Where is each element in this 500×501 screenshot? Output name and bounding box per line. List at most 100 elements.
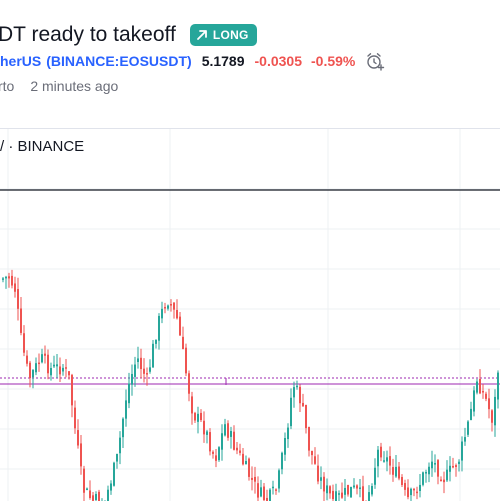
candle-body: [497, 373, 499, 400]
candle-body: [452, 466, 454, 468]
symbol-row: herUS (BINANCE:EOSUSDT) 5.1789 -0.0305 -…: [0, 51, 385, 71]
candle-body: [308, 427, 310, 451]
candle-body: [122, 419, 124, 438]
candle-body: [434, 463, 436, 465]
candle-body: [347, 485, 349, 494]
candle-body: [278, 470, 280, 488]
candle-body: [218, 447, 220, 460]
candle-body: [353, 485, 355, 487]
candle-body: [206, 431, 208, 434]
candle-body: [29, 363, 31, 378]
candle-body: [140, 358, 142, 369]
author-name-link[interactable]: rto: [0, 78, 14, 94]
candle-body: [149, 367, 151, 371]
candle-body: [398, 467, 400, 479]
symbol-change: -0.0305: [255, 53, 302, 69]
candle-body: [272, 487, 274, 489]
candle-body: [152, 344, 154, 368]
candle-body: [5, 277, 7, 279]
candle-body: [167, 306, 169, 309]
candle-body: [461, 442, 463, 461]
candle-body: [233, 432, 235, 450]
candle-body: [215, 455, 217, 460]
candle-body: [275, 489, 277, 491]
candle-body: [425, 472, 427, 474]
candle-body: [137, 358, 139, 362]
candle-body: [458, 462, 460, 464]
candle-body: [227, 423, 229, 438]
candle-body: [161, 309, 163, 319]
candle-body: [413, 489, 415, 491]
candle-body: [179, 317, 181, 336]
candle-body: [410, 489, 412, 495]
candle-body: [35, 363, 37, 372]
candle-body: [83, 469, 85, 493]
candle-body: [14, 283, 16, 291]
candle-body: [146, 373, 148, 375]
candle-body: [320, 477, 322, 481]
candle-body: [404, 483, 406, 490]
candle-body: [359, 487, 361, 489]
candle-body: [53, 365, 55, 367]
candle-body: [455, 465, 457, 467]
candle-body: [341, 493, 343, 498]
chart-area[interactable]: / · BINANCE: [0, 128, 500, 501]
candle-body: [248, 459, 250, 477]
candle-body: [392, 467, 394, 475]
candle-body: [44, 354, 46, 356]
candle-body: [2, 278, 4, 280]
candle-body: [329, 486, 331, 493]
symbol-exchange-link[interactable]: (BINANCE:EOSUSDT): [46, 53, 191, 69]
idea-header: DT ready to takeoff LONG herUS (BINANCE:…: [0, 0, 500, 128]
candle-body: [59, 366, 61, 374]
candle-body: [374, 468, 376, 485]
candle-body: [476, 382, 478, 393]
title-row: DT ready to takeoff LONG: [0, 20, 257, 50]
candle-body: [86, 488, 88, 490]
candle-body: [290, 398, 292, 426]
candle-body: [488, 398, 490, 409]
candle-body: [311, 451, 313, 455]
candle-body: [263, 487, 265, 501]
candle-body: [251, 478, 253, 480]
candle-body: [155, 340, 157, 344]
candle-body: [74, 408, 76, 429]
candle-body: [245, 461, 247, 464]
idea-title: DT ready to takeoff: [0, 23, 176, 47]
candle-body: [362, 486, 364, 501]
candle-body: [71, 375, 73, 405]
candle-body: [23, 333, 25, 352]
candle-body: [350, 487, 352, 498]
candle-body: [20, 308, 22, 332]
candle-body: [293, 387, 295, 397]
candle-body: [50, 368, 52, 375]
chart-exchange-label: / · BINANCE: [0, 138, 84, 155]
published-time: 2 minutes ago: [30, 78, 118, 94]
alarm-clock-plus-icon[interactable]: [365, 51, 385, 71]
candle-body: [287, 428, 289, 439]
candle-body: [242, 454, 244, 465]
candle-body: [407, 488, 409, 498]
candle-body: [401, 477, 403, 485]
candle-body: [11, 276, 13, 286]
candle-body: [437, 460, 439, 477]
candle-body: [182, 337, 184, 349]
candle-body: [95, 494, 97, 500]
candle-body: [92, 495, 94, 501]
candle-body: [326, 485, 328, 493]
candle-body: [26, 356, 28, 364]
candle-body: [107, 490, 109, 501]
candle-body: [467, 421, 469, 434]
candle-body: [230, 431, 232, 437]
long-badge-label: LONG: [213, 28, 249, 42]
candle-body: [395, 467, 397, 477]
candle-body: [8, 276, 10, 278]
candle-body: [317, 466, 319, 482]
candle-body: [128, 384, 130, 404]
candle-body: [482, 391, 484, 393]
symbol-name-link[interactable]: herUS: [0, 53, 41, 69]
candle-body: [473, 390, 475, 411]
long-badge: LONG: [190, 24, 257, 46]
candle-body: [254, 477, 256, 482]
candle-body: [119, 438, 121, 454]
